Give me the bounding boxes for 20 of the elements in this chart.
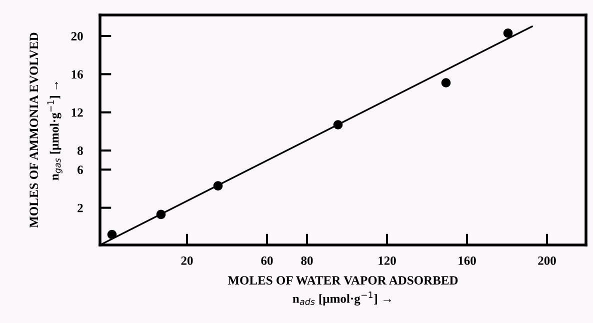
point	[107, 230, 117, 240]
x-tick-label: 80	[301, 256, 313, 265]
y-tick-label: 16	[72, 70, 83, 79]
point	[441, 78, 451, 88]
x-tick-label: 120	[378, 256, 396, 265]
y-tick-label: 20	[71, 32, 83, 40]
x-tick-label: 200	[538, 256, 556, 265]
point	[503, 28, 513, 38]
point	[156, 210, 166, 220]
y-axis-title: MOLES OF AMMONIA EVOLVED n$_{gas}$ [µmol·g$^{−1}$] →	[30, 32, 62, 228]
y-tick-label: 12	[72, 108, 83, 117]
y-tick-label: 6	[78, 166, 83, 174]
x-tick-label: 20	[181, 256, 193, 265]
x-tick-label: 160	[458, 256, 476, 265]
y-tick-label: 8	[78, 146, 83, 155]
x-axis-title: MOLES OF WATER VAPOR ADSORBED n$_{ads}$ [µmol·g$^{−1}$] →	[228, 276, 458, 306]
y-tick-label: 2	[78, 204, 83, 212]
x-tick-label: 60	[261, 256, 273, 265]
point	[333, 120, 343, 130]
point	[213, 181, 223, 190]
